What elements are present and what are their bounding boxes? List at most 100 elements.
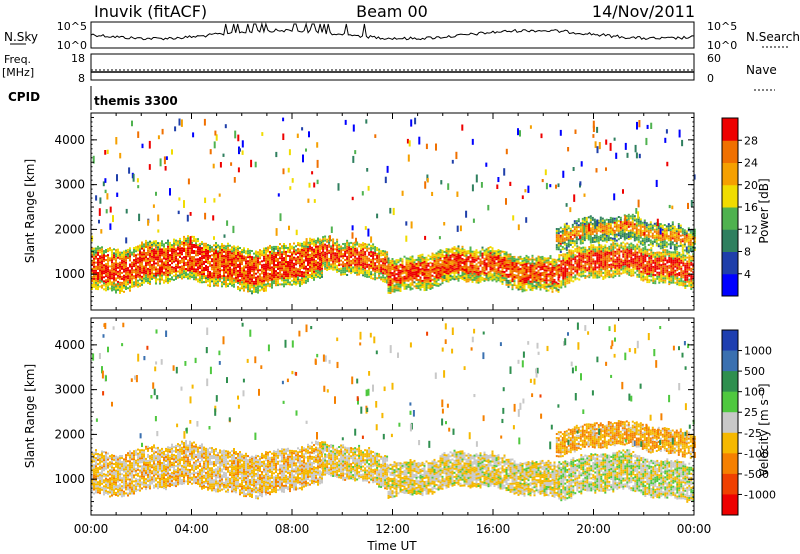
echo-cell xyxy=(376,261,379,264)
echo-cell xyxy=(479,272,482,275)
echo-cell xyxy=(295,251,297,254)
echo-cell xyxy=(326,246,329,249)
echo-cell xyxy=(303,261,305,264)
echo-cell xyxy=(666,269,669,272)
echo-cell xyxy=(269,283,271,286)
echo-cell xyxy=(247,256,249,259)
echo-cell xyxy=(139,270,141,273)
echo-cell xyxy=(263,253,265,256)
echo-cell xyxy=(387,281,390,284)
echo-cell xyxy=(441,261,444,264)
echo-cell xyxy=(275,260,277,262)
echo-cell xyxy=(543,275,546,278)
echo-cell xyxy=(469,264,472,267)
echo-cell xyxy=(263,257,265,260)
echo-cell xyxy=(344,273,347,276)
echo-cell xyxy=(185,270,187,272)
echo-cell xyxy=(227,250,229,253)
nsearch-label: N.Search xyxy=(746,30,800,44)
echo-cell xyxy=(97,282,99,285)
echo-cell xyxy=(616,256,619,259)
echo-cell xyxy=(431,268,434,271)
echo-cell xyxy=(177,260,179,263)
echo-cell xyxy=(559,236,562,239)
echo-cell xyxy=(233,285,235,288)
echo-cell xyxy=(646,254,649,257)
echo-cell xyxy=(123,268,125,271)
echo-cell xyxy=(413,275,416,278)
echo-cell xyxy=(243,285,245,288)
echo-cell xyxy=(547,261,550,264)
echo-cell xyxy=(145,260,147,263)
echo-cell xyxy=(191,268,193,270)
echo-cell xyxy=(131,263,133,266)
echo-cell xyxy=(115,261,117,264)
echo-cell xyxy=(529,266,532,269)
echo-cell xyxy=(626,254,629,257)
echo-cell xyxy=(582,256,585,259)
echo-cell xyxy=(197,240,199,243)
echo-cell xyxy=(301,261,303,263)
echo-cell xyxy=(93,249,95,252)
echo-cell xyxy=(453,272,456,275)
echo-cell xyxy=(555,273,558,276)
echo-cell xyxy=(553,262,556,265)
echo-cell xyxy=(205,277,207,280)
echo-cell xyxy=(139,278,141,281)
echo-cell xyxy=(189,259,191,262)
echo-cell xyxy=(626,270,629,273)
echo-cell xyxy=(588,254,591,256)
echo-cell xyxy=(255,286,257,289)
echo-cell xyxy=(666,253,669,256)
echo-cell xyxy=(692,259,695,262)
echo-cell xyxy=(662,249,665,252)
echo-cell xyxy=(429,265,432,268)
echo-cell xyxy=(680,277,683,280)
echo-cell xyxy=(135,246,137,249)
echo-cell xyxy=(433,263,436,266)
echo-cell xyxy=(445,266,448,269)
echo-cell xyxy=(423,285,426,288)
echo-cell xyxy=(237,251,239,254)
echo-cell xyxy=(239,247,241,249)
echo-cell xyxy=(453,256,456,259)
echo-cell xyxy=(636,255,639,258)
echo-cell xyxy=(291,267,293,270)
echo-cell xyxy=(626,268,629,271)
echo-cell xyxy=(197,248,199,251)
echo-cell xyxy=(346,247,349,250)
echo-cell xyxy=(221,255,223,258)
echo-cell xyxy=(356,243,359,246)
echo-cell xyxy=(237,247,239,250)
echo-cell xyxy=(541,257,544,260)
echo-cell xyxy=(551,270,554,273)
echo-cell xyxy=(301,256,303,259)
echo-cell xyxy=(391,272,394,275)
echo-cell xyxy=(489,260,492,263)
echo-cell xyxy=(187,235,189,238)
echo-cell xyxy=(684,279,687,281)
echo-cell xyxy=(229,270,231,273)
echo-cell xyxy=(187,237,189,240)
echo-cell xyxy=(181,261,183,264)
echo-cell xyxy=(127,277,129,280)
echo-cell xyxy=(277,260,279,262)
echo-cell xyxy=(328,243,331,246)
echo-cell xyxy=(447,266,450,269)
echo-cell xyxy=(195,244,197,247)
echo-cell xyxy=(307,247,309,250)
echo-cell xyxy=(356,241,359,244)
echo-cell xyxy=(449,254,452,257)
echo-cell xyxy=(517,280,520,283)
echo-cell xyxy=(93,259,95,262)
nsky-tick-top: 10^5 xyxy=(57,20,87,33)
echo-cell xyxy=(578,262,581,265)
echo-cell xyxy=(525,283,528,286)
echo-cell xyxy=(511,284,514,287)
echo-cell xyxy=(535,277,538,280)
echo-cell xyxy=(125,275,127,278)
echo-cell xyxy=(688,284,691,287)
echo-cell xyxy=(594,274,597,277)
echo-cell xyxy=(149,280,151,283)
echo-cell xyxy=(690,263,693,266)
